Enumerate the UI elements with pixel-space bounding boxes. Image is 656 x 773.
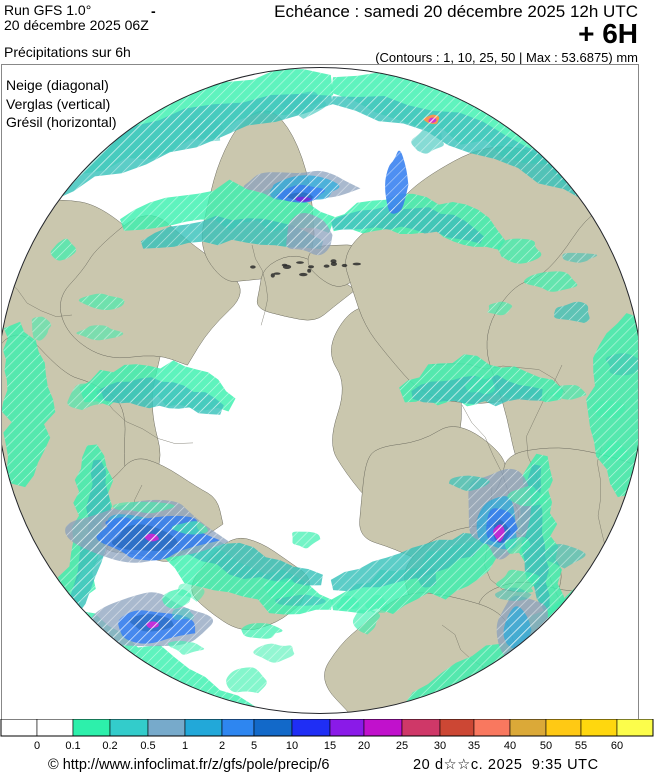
svg-text:30: 30 [434,740,446,752]
svg-text:60: 60 [611,740,623,752]
svg-text:55: 55 [575,740,587,752]
svg-text:50: 50 [540,740,552,752]
svg-text:0: 0 [34,740,40,752]
svg-text:2: 2 [219,740,225,752]
svg-text:35: 35 [468,740,480,752]
svg-text:1: 1 [182,740,188,752]
svg-text:10: 10 [286,740,298,752]
svg-text:40: 40 [504,740,516,752]
svg-text:5: 5 [251,740,257,752]
svg-text:0.2: 0.2 [102,740,117,752]
svg-text:15: 15 [324,740,336,752]
svg-text:0.1: 0.1 [65,740,80,752]
svg-text:20: 20 [358,740,370,752]
svg-text:0.5: 0.5 [140,740,155,752]
svg-text:25: 25 [396,740,408,752]
